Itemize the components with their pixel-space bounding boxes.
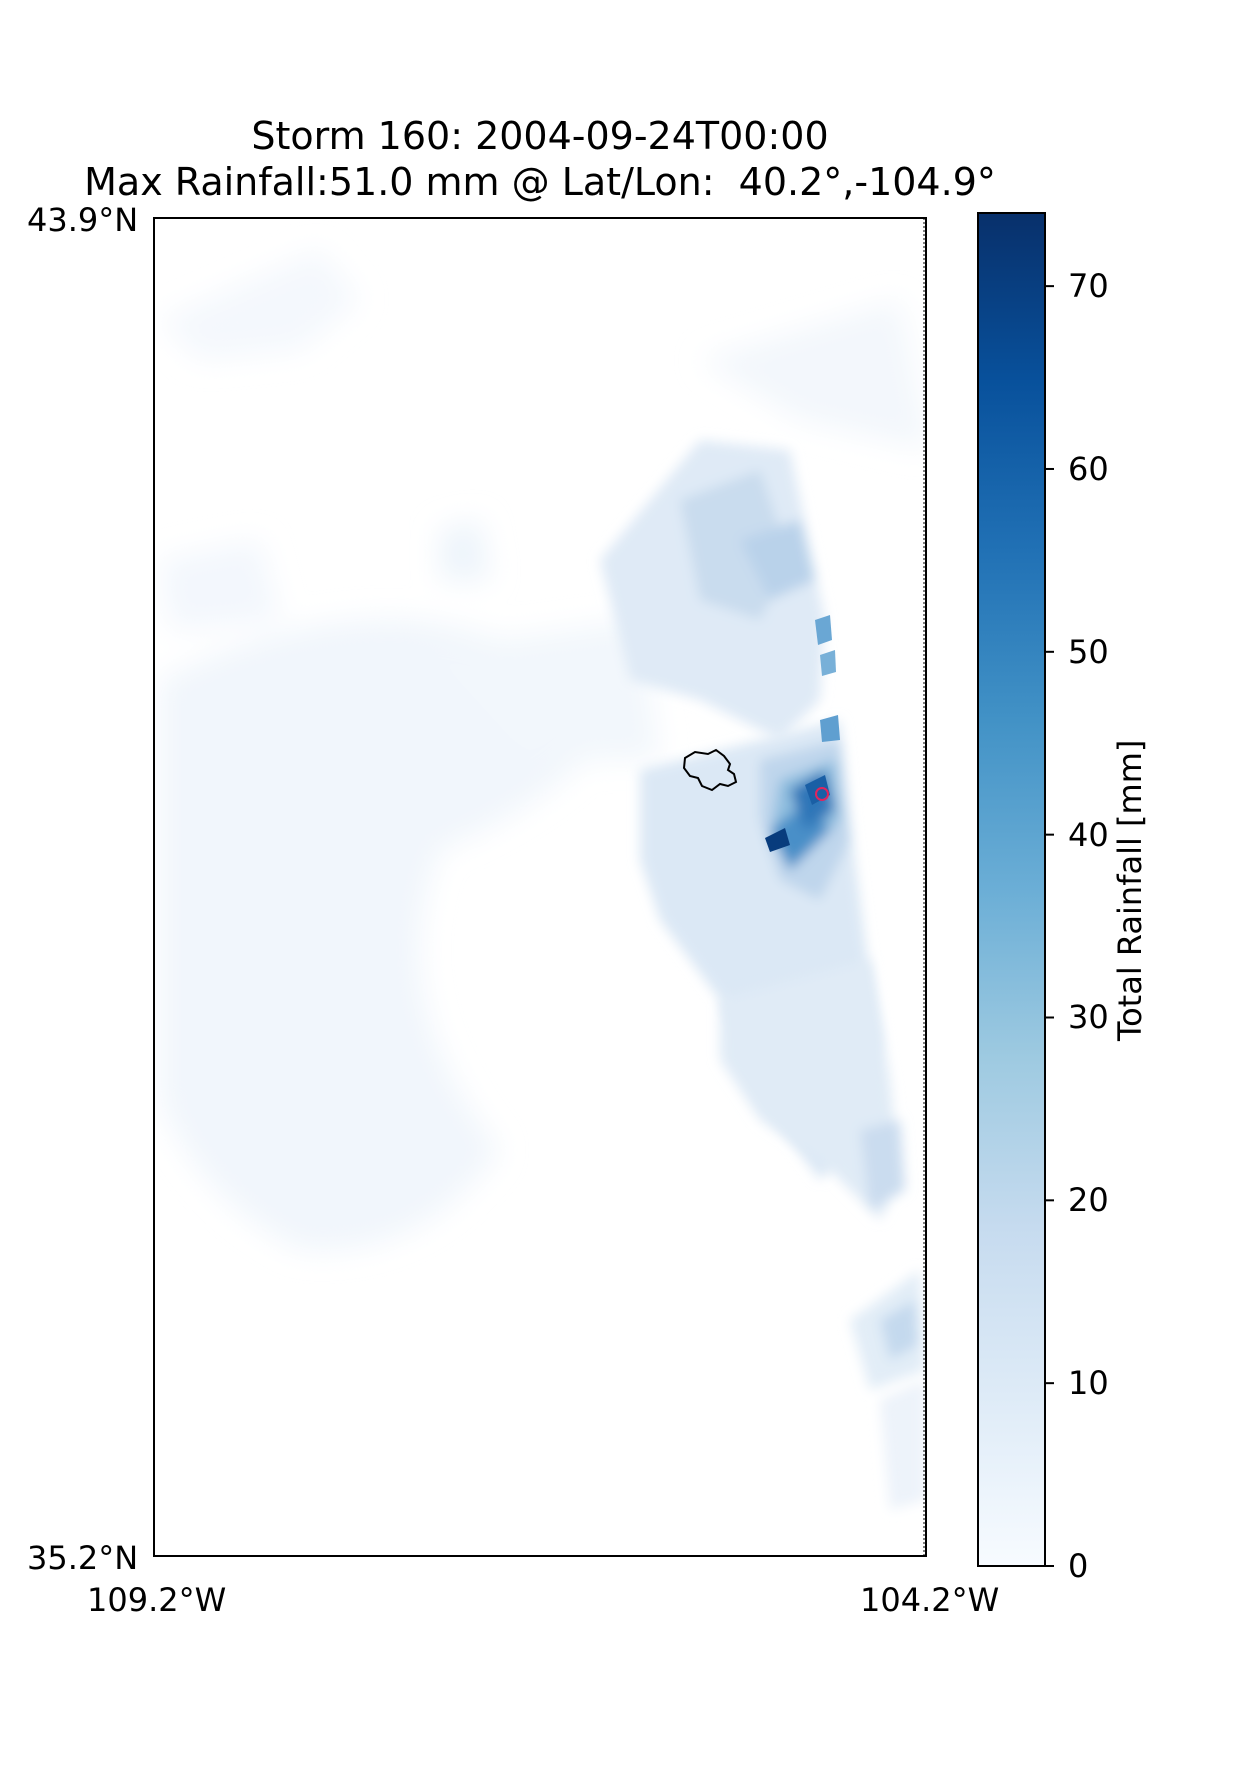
colorbar-label: Total Rainfall [mm]: [1111, 739, 1149, 1041]
map-title: Storm 160: 2004-09-24T00:00: [251, 114, 829, 158]
colorbar-ticks: [1045, 285, 1054, 1567]
colorbar-tick-label: 0: [1068, 1547, 1089, 1585]
light-rain-background: [160, 250, 926, 1251]
colorbar-tick-label: 70: [1068, 267, 1109, 306]
colorbar: [977, 212, 1046, 1567]
map-subtitle: Max Rainfall:51.0 mm @ Lat/Lon: 40.2°,-1…: [84, 160, 996, 204]
rainfall-field: [154, 218, 926, 1556]
lat-top-label: 43.9°N: [27, 201, 139, 239]
lat-bottom-label: 35.2°N: [27, 1539, 139, 1577]
core-hotspot: [765, 615, 840, 852]
watershed-outline: [682, 748, 738, 792]
map-frame: [153, 217, 927, 1557]
colorbar-tick-label: 60: [1068, 449, 1109, 488]
colorbar-tick-label: 10: [1068, 1364, 1109, 1403]
lower-rain-band: [720, 960, 925, 1510]
max-rainfall-marker: [815, 787, 829, 801]
lon-left-label: 109.2°W: [87, 1581, 227, 1619]
colorbar-tick-label: 20: [1068, 1181, 1109, 1220]
colorbar-tick-label: 30: [1068, 998, 1109, 1037]
colorbar-tick-label: 50: [1068, 632, 1109, 671]
colorbar-tick-label: 40: [1068, 815, 1109, 854]
upper-rain-band: [600, 440, 825, 740]
lon-right-label: 104.2°W: [860, 1581, 1000, 1619]
